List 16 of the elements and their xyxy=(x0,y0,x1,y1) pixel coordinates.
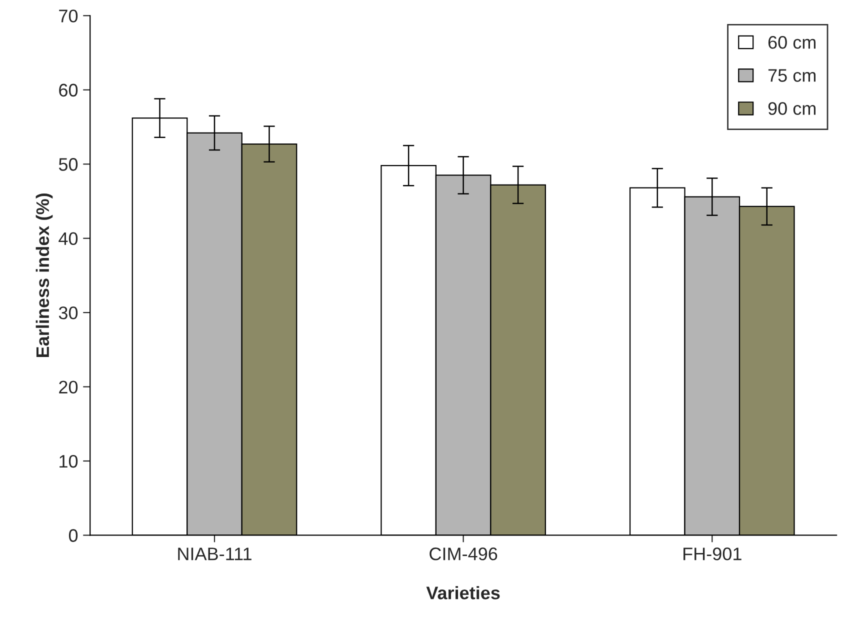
y-tick-label: 70 xyxy=(59,10,78,22)
x-tick-label: FH-901 xyxy=(684,548,742,560)
y-tick-label: 0 xyxy=(68,529,78,542)
legend-label: 75 cm xyxy=(768,69,816,82)
y-tick-label: 40 xyxy=(58,232,78,246)
y-tick-label: 10 xyxy=(60,454,78,468)
x-tick-label: NIAB-111 xyxy=(178,548,252,560)
legend-label: 60 cm xyxy=(768,36,816,49)
y-tick-label: 30 xyxy=(58,306,78,320)
y-axis-title: Earliness index (%) xyxy=(36,194,53,358)
y-tick-label: 20 xyxy=(59,380,78,394)
y-tick-label: 60 xyxy=(59,84,78,97)
y-tick-label: 50 xyxy=(58,158,78,171)
legend-label: 90 cm xyxy=(768,102,816,115)
x-tick-label: CIM-496 xyxy=(430,548,498,560)
x-axis-title: Varieties xyxy=(426,586,500,600)
